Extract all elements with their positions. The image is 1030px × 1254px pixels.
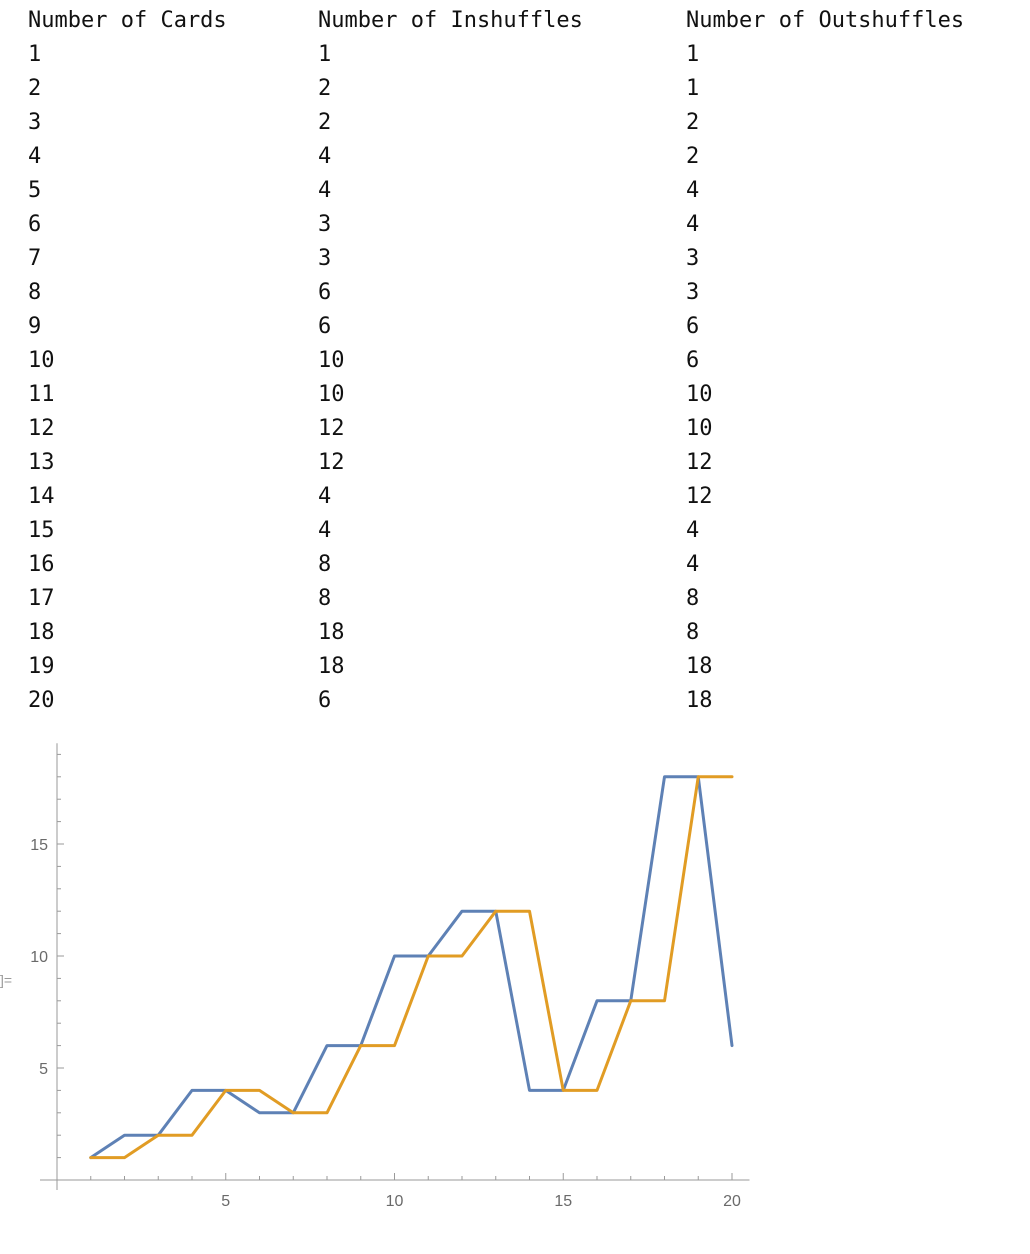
table-row: 20 6 18 bbox=[28, 684, 713, 718]
cell-outshuffles: 2 bbox=[686, 144, 700, 169]
cell-cards: 10 bbox=[28, 348, 55, 373]
cell-outshuffles: 4 bbox=[686, 518, 700, 543]
cell-outshuffles: 3 bbox=[686, 246, 700, 271]
table-row: 6 3 4 bbox=[28, 208, 699, 242]
x-tick-label: 10 bbox=[386, 1193, 404, 1210]
header-number-of-outshuffles: Number of Outshuffles bbox=[686, 8, 965, 33]
table-row: 19 18 18 bbox=[28, 650, 713, 684]
cell-cards: 4 bbox=[28, 144, 42, 169]
series-line-2 bbox=[89, 775, 734, 1160]
cell-inshuffles: 6 bbox=[318, 314, 332, 339]
cell-outshuffles: 4 bbox=[686, 212, 700, 237]
cell-cards: 11 bbox=[28, 382, 55, 407]
cell-inshuffles: 2 bbox=[318, 76, 332, 101]
cell-outshuffles: 1 bbox=[686, 42, 700, 67]
table-row: 2 2 1 bbox=[28, 72, 699, 106]
cell-cards: 14 bbox=[28, 484, 55, 509]
cell-cards: 7 bbox=[28, 246, 42, 271]
y-tick-label: 15 bbox=[30, 837, 48, 854]
y-tick-label: 10 bbox=[30, 949, 48, 966]
table-row: 5 4 4 bbox=[28, 174, 699, 208]
cell-cards: 1 bbox=[28, 42, 42, 67]
table-row: 3 2 2 bbox=[28, 106, 699, 140]
table-row: 8 6 3 bbox=[28, 276, 699, 310]
table-row: 13 12 12 bbox=[28, 446, 713, 480]
cell-outshuffles: 3 bbox=[686, 280, 700, 305]
table-row: 9 6 6 bbox=[28, 310, 699, 344]
cell-inshuffles: 6 bbox=[318, 688, 332, 713]
header-number-of-cards: Number of Cards bbox=[28, 8, 227, 33]
cell-cards: 8 bbox=[28, 280, 42, 305]
cell-inshuffles: 18 bbox=[318, 654, 345, 679]
cell-outshuffles: 4 bbox=[686, 552, 700, 577]
table-row: 14 4 12 bbox=[28, 480, 713, 514]
cell-cards: 17 bbox=[28, 586, 55, 611]
cell-cards: 19 bbox=[28, 654, 55, 679]
cell-outshuffles: 4 bbox=[686, 178, 700, 203]
table-row: 7 3 3 bbox=[28, 242, 699, 276]
cell-inshuffles: 10 bbox=[318, 348, 345, 373]
x-tick-label: 5 bbox=[221, 1193, 230, 1210]
shuffle-line-chart: 5 10 15 20 5 10 15 bbox=[30, 743, 750, 1210]
cell-outshuffles: 10 bbox=[686, 416, 713, 441]
series-line-1 bbox=[89, 775, 734, 1160]
cell-outshuffles: 8 bbox=[686, 586, 700, 611]
cell-outshuffles: 6 bbox=[686, 314, 700, 339]
cell-cards: 6 bbox=[28, 212, 42, 237]
cell-cards: 3 bbox=[28, 110, 42, 135]
table-row: 1 1 1 bbox=[28, 38, 699, 72]
cell-cards: 2 bbox=[28, 76, 42, 101]
cell-inshuffles: 12 bbox=[318, 416, 345, 441]
cell-cards: 15 bbox=[28, 518, 55, 543]
output-cell-label: ]= bbox=[0, 972, 13, 988]
table-row: 4 4 2 bbox=[28, 140, 699, 174]
cell-inshuffles: 10 bbox=[318, 382, 345, 407]
cell-inshuffles: 6 bbox=[318, 280, 332, 305]
cell-outshuffles: 12 bbox=[686, 484, 713, 509]
cell-outshuffles: 2 bbox=[686, 110, 700, 135]
header-number-of-inshuffles: Number of Inshuffles bbox=[318, 8, 583, 33]
cell-outshuffles: 8 bbox=[686, 620, 700, 645]
cell-outshuffles: 18 bbox=[686, 688, 713, 713]
cell-cards: 20 bbox=[28, 688, 55, 713]
cell-cards: 18 bbox=[28, 620, 55, 645]
table-row: 12 12 10 bbox=[28, 412, 713, 446]
cell-outshuffles: 18 bbox=[686, 654, 713, 679]
cell-inshuffles: 2 bbox=[318, 110, 332, 135]
cell-inshuffles: 3 bbox=[318, 212, 332, 237]
table-row: 16 8 4 bbox=[28, 548, 699, 582]
table-body: 1 1 1 2 2 1 3 2 2 4 4 2 5 4 4 6 3 4 7 3 3 8 6 3 9 6 6 10 10 6 11 10 10 12… bbox=[28, 38, 713, 718]
cell-inshuffles: 4 bbox=[318, 518, 332, 543]
cell-inshuffles: 1 bbox=[318, 42, 332, 67]
cell-outshuffles: 12 bbox=[686, 450, 713, 475]
cell-cards: 12 bbox=[28, 416, 55, 441]
cell-cards: 13 bbox=[28, 450, 55, 475]
table-row: 18 18 8 bbox=[28, 616, 699, 650]
data-table: Number of Cards Number of Inshuffles Num… bbox=[28, 4, 964, 718]
cell-inshuffles: 8 bbox=[318, 552, 332, 577]
cell-inshuffles: 4 bbox=[318, 484, 332, 509]
table-row: 11 10 10 bbox=[28, 378, 713, 412]
cell-inshuffles: 3 bbox=[318, 246, 332, 271]
cell-outshuffles: 1 bbox=[686, 76, 700, 101]
cell-cards: 16 bbox=[28, 552, 55, 577]
y-tick-label: 5 bbox=[39, 1061, 48, 1078]
table-row: 17 8 8 bbox=[28, 582, 699, 616]
x-tick-label: 20 bbox=[723, 1193, 741, 1210]
table-header-row: Number of Cards Number of Inshuffles Num… bbox=[28, 4, 964, 38]
cell-inshuffles: 8 bbox=[318, 586, 332, 611]
cell-inshuffles: 4 bbox=[318, 178, 332, 203]
cell-inshuffles: 4 bbox=[318, 144, 332, 169]
cell-cards: 5 bbox=[28, 178, 42, 203]
x-tick-label: 15 bbox=[554, 1193, 572, 1210]
cell-outshuffles: 10 bbox=[686, 382, 713, 407]
cell-cards: 9 bbox=[28, 314, 42, 339]
cell-inshuffles: 12 bbox=[318, 450, 345, 475]
table-row: 15 4 4 bbox=[28, 514, 699, 548]
table-row: 10 10 6 bbox=[28, 344, 699, 378]
cell-inshuffles: 18 bbox=[318, 620, 345, 645]
cell-outshuffles: 6 bbox=[686, 348, 700, 373]
